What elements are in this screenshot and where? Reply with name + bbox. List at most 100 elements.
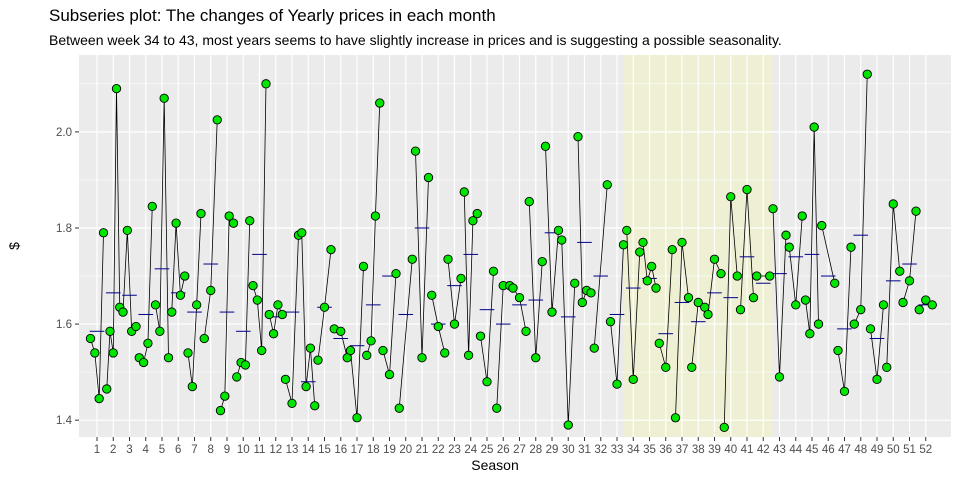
data-point xyxy=(638,237,648,248)
data-point xyxy=(180,271,190,281)
data-point xyxy=(716,268,726,279)
x-tick-label: 14 xyxy=(302,444,315,456)
data-point xyxy=(475,331,486,341)
data-point xyxy=(856,305,866,315)
data-point xyxy=(531,353,541,363)
x-tick-label: 27 xyxy=(513,444,526,456)
data-point xyxy=(163,353,174,363)
data-point xyxy=(268,329,279,339)
data-point xyxy=(605,317,616,327)
data-point xyxy=(768,204,778,214)
season-line xyxy=(821,225,836,284)
x-tick-label: 29 xyxy=(546,444,559,456)
data-point xyxy=(143,338,153,348)
data-point xyxy=(693,297,703,308)
data-point xyxy=(667,244,677,255)
data-point xyxy=(352,413,362,423)
data-point xyxy=(358,261,369,272)
data-point xyxy=(257,345,267,356)
data-point xyxy=(784,242,794,252)
x-tick-label: 41 xyxy=(741,444,754,456)
data-point xyxy=(635,247,645,257)
data-point xyxy=(872,374,882,384)
x-tick-label: 31 xyxy=(578,444,591,456)
data-point xyxy=(159,93,169,103)
data-point xyxy=(898,297,908,308)
data-point xyxy=(220,391,230,401)
data-point xyxy=(732,271,742,281)
data-point xyxy=(878,300,889,310)
x-tick-label: 26 xyxy=(497,444,510,456)
x-axis: 1 2 3 4 5 6 7 8 9 10 11 12 13 14 15 16 17 18 19 20 21 22 23 24 2… xyxy=(94,437,932,456)
data-point xyxy=(370,211,381,221)
data-point xyxy=(122,225,132,236)
data-point xyxy=(459,187,469,197)
season-line xyxy=(366,103,381,356)
x-tick-label: 18 xyxy=(367,444,380,456)
x-tick-label: 51 xyxy=(903,444,916,456)
data-point xyxy=(508,283,518,293)
x-tick-label: 44 xyxy=(789,444,802,456)
data-point xyxy=(111,83,122,94)
season-line xyxy=(593,184,608,349)
minor-gridlines xyxy=(79,83,951,373)
data-point xyxy=(800,295,811,305)
data-point xyxy=(612,379,622,389)
data-point xyxy=(336,326,346,336)
data-point xyxy=(240,360,251,370)
data-point xyxy=(264,309,274,320)
x-tick-label: 43 xyxy=(773,444,786,456)
season-line xyxy=(90,232,104,399)
x-tick-label: 25 xyxy=(481,444,494,456)
data-point xyxy=(927,300,937,310)
data-point xyxy=(147,201,157,212)
data-point xyxy=(570,278,580,288)
season-line xyxy=(642,242,657,289)
season-line xyxy=(155,98,169,358)
data-point xyxy=(524,196,534,207)
x-tick-label: 15 xyxy=(318,444,331,456)
x-tick-label: 23 xyxy=(448,444,461,456)
data-point xyxy=(602,180,612,190)
data-point xyxy=(537,256,547,267)
x-tick-label: 6 xyxy=(175,444,181,456)
data-point xyxy=(232,372,242,382)
y-tick-label: 1.6 xyxy=(56,319,72,331)
data-point xyxy=(709,254,720,264)
data-point xyxy=(904,276,915,286)
data-point xyxy=(805,329,815,339)
season-line xyxy=(805,127,819,334)
data-point xyxy=(273,300,283,310)
data-point xyxy=(183,348,193,358)
data-point xyxy=(862,69,872,79)
data-point xyxy=(456,273,466,284)
data-point xyxy=(131,321,141,332)
season-line xyxy=(171,223,186,313)
data-point xyxy=(830,278,840,288)
y-axis: 1.4 1.6 1.8 2.0 xyxy=(56,127,79,427)
x-tick-label: 19 xyxy=(383,444,396,456)
data-point xyxy=(449,319,460,329)
data-point xyxy=(797,211,807,221)
data-point xyxy=(647,261,657,272)
data-point xyxy=(618,240,629,250)
x-tick-label: 12 xyxy=(269,444,282,456)
x-tick-label: 4 xyxy=(143,444,150,456)
x-tick-label: 22 xyxy=(432,444,445,456)
data-point xyxy=(468,216,478,226)
data-point xyxy=(882,362,892,372)
data-point xyxy=(752,271,762,281)
data-point xyxy=(865,324,876,334)
season-line xyxy=(301,232,316,406)
x-tick-label: 47 xyxy=(838,444,851,456)
x-tick-label: 38 xyxy=(692,444,705,456)
mean-lines xyxy=(89,227,934,383)
chart-subtitle: Between week 34 to 43, most years seems … xyxy=(49,32,782,48)
data-point xyxy=(642,276,652,286)
data-point xyxy=(277,309,287,320)
x-tick-label: 37 xyxy=(676,444,689,456)
data-point xyxy=(378,345,388,356)
data-point xyxy=(651,283,661,293)
data-point xyxy=(622,225,632,236)
